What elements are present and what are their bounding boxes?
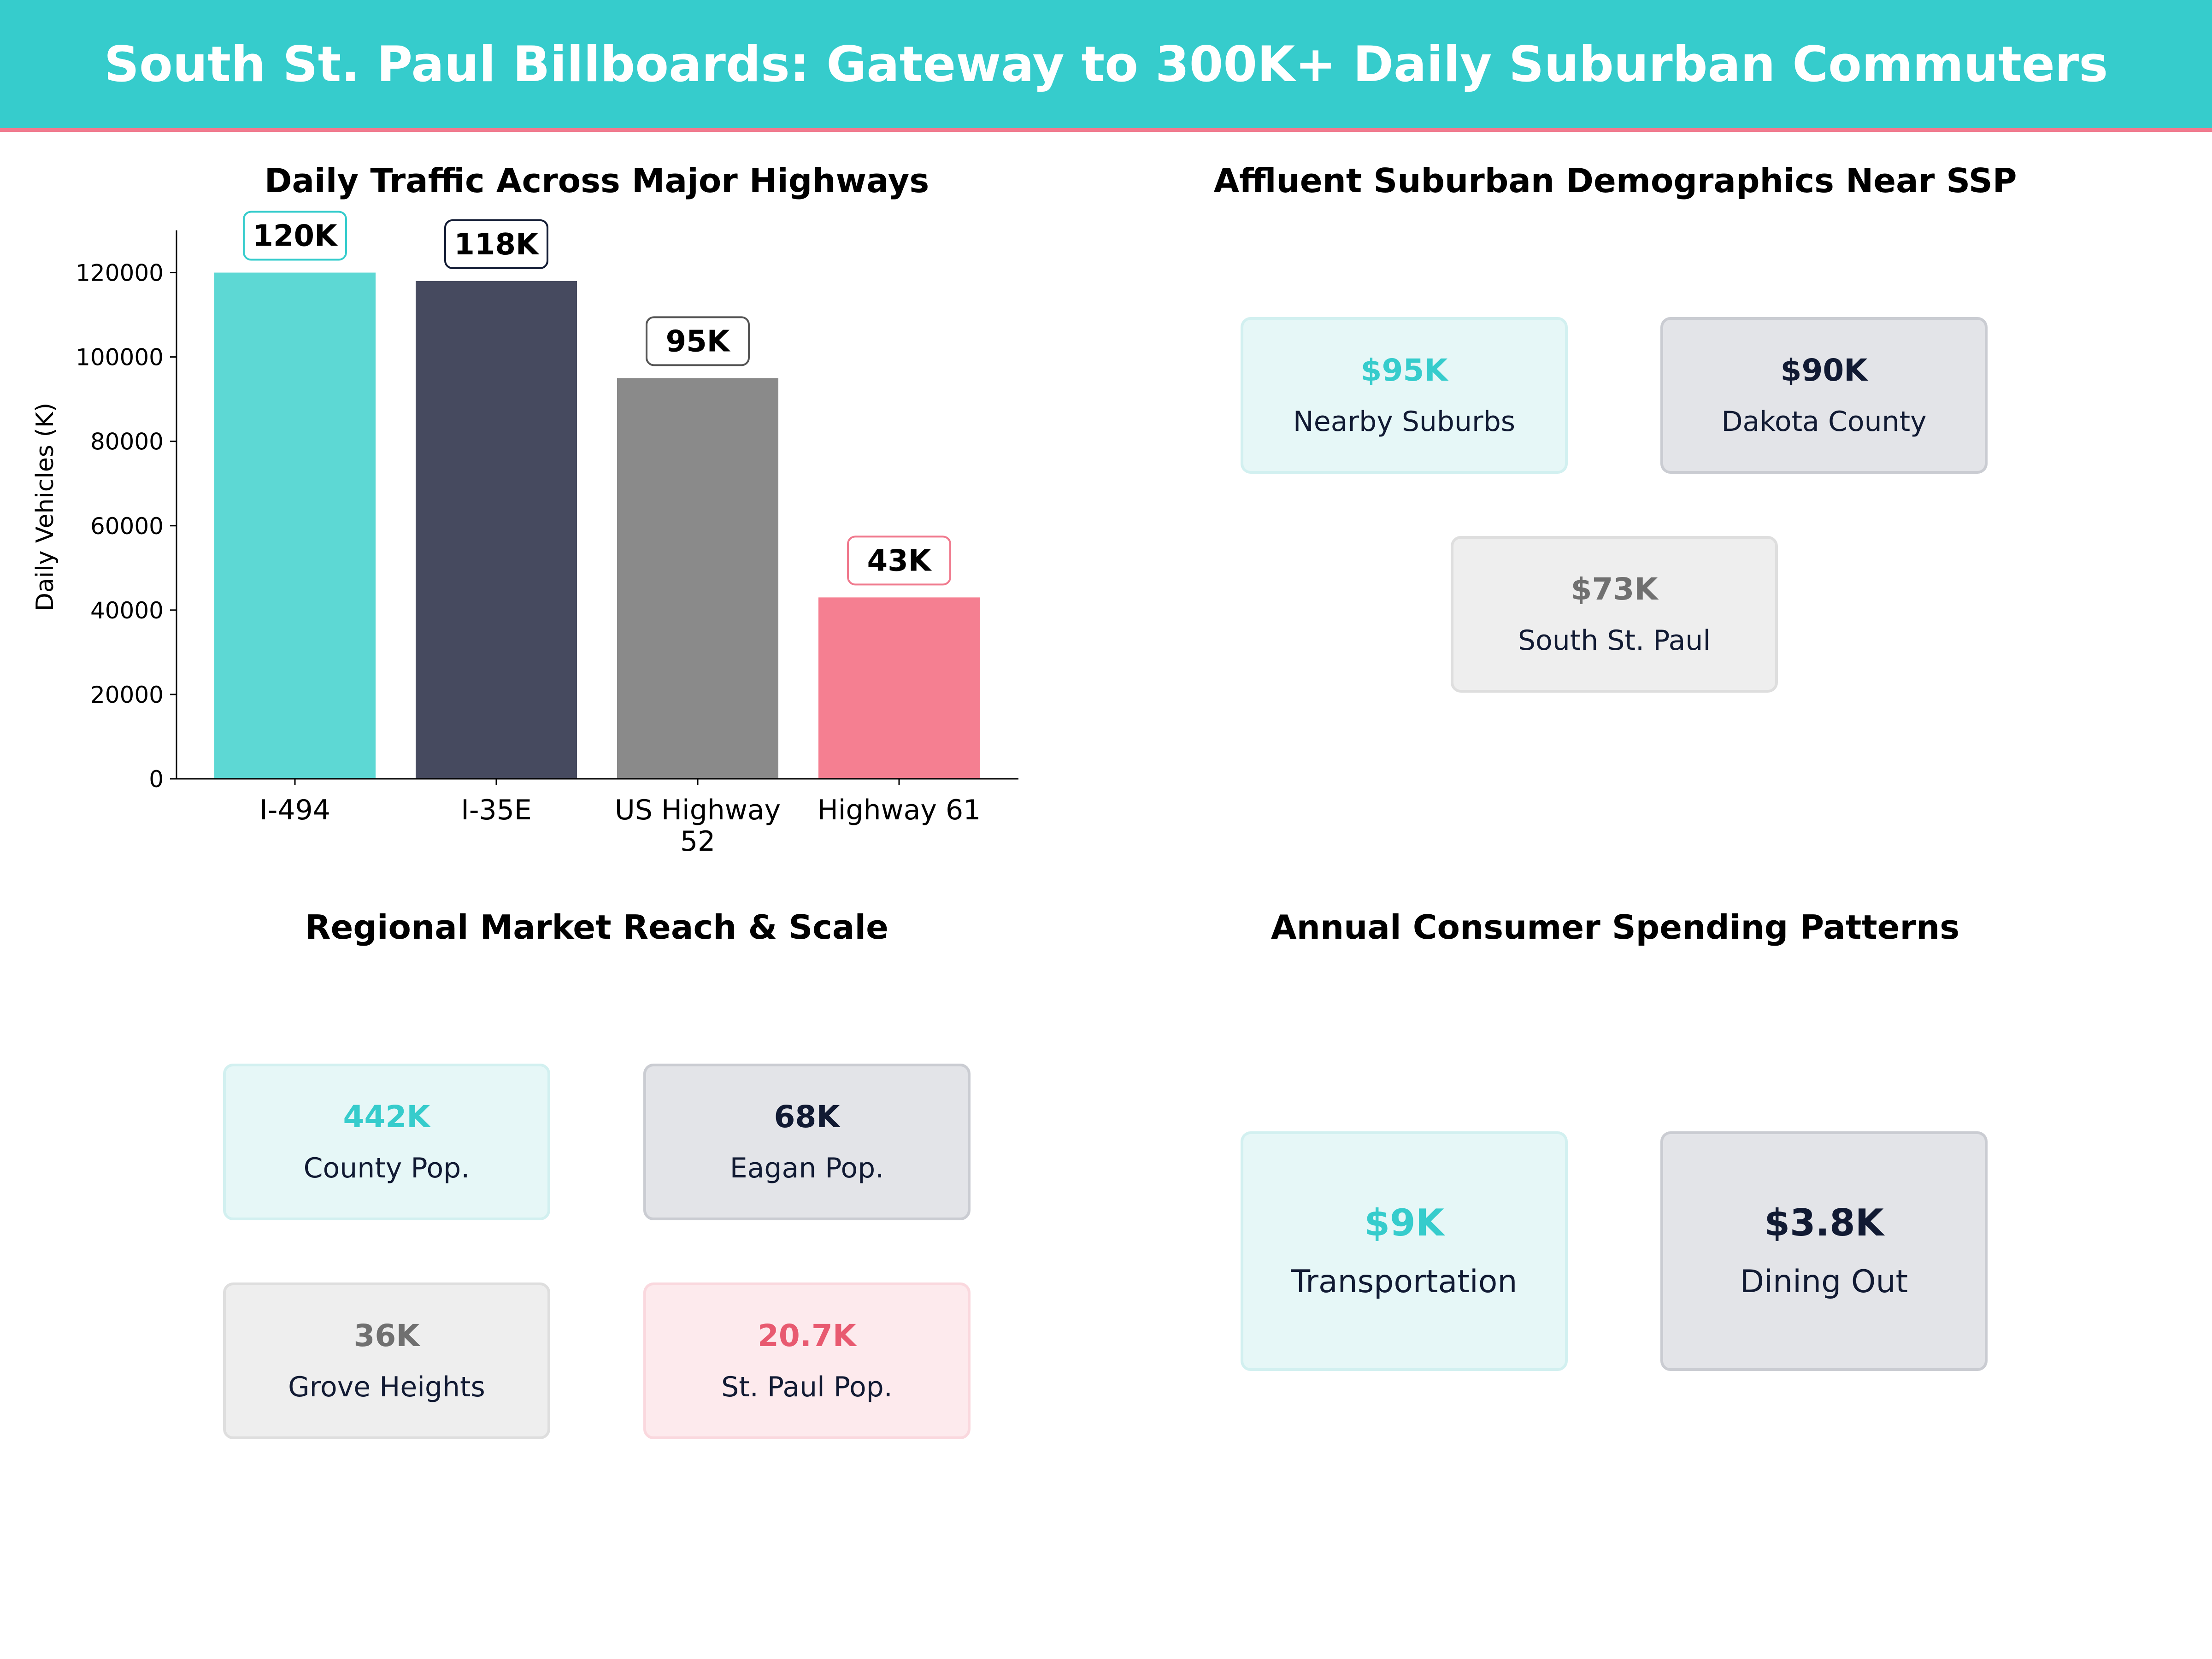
bar-us-highway-52 <box>617 378 778 779</box>
y-tick-label: 80000 <box>90 429 164 455</box>
data-label-box <box>646 316 750 366</box>
demographics-title: Affluent Suburban Demographics Near SSP <box>1213 161 2017 200</box>
spending-card-dining-out: $3.8K Dining Out <box>1660 1131 1988 1371</box>
reach-card-st-paul-pop: 20.7K St. Paul Pop. <box>643 1282 971 1439</box>
x-tick-label: Highway 61 <box>818 794 981 826</box>
data-label-box <box>243 211 347 261</box>
reach-card-county-pop: 442K County Pop. <box>223 1064 550 1220</box>
spending-card-transportation: $9K Transportation <box>1241 1131 1568 1371</box>
card-label: Dining Out <box>1740 1264 1908 1300</box>
y-tick-label: 40000 <box>90 597 164 624</box>
card-value: $3.8K <box>1764 1201 1884 1244</box>
data-label: 43K <box>867 544 932 578</box>
x-tick-label: US Highway <box>615 794 781 826</box>
card-label: St. Paul Pop. <box>721 1371 893 1403</box>
card-value: $90K <box>1780 353 1868 388</box>
data-label-box <box>847 535 951 586</box>
y-tick-label: 20000 <box>90 682 164 708</box>
card-value: 68K <box>774 1099 840 1135</box>
card-label: South St. Paul <box>1518 624 1711 657</box>
card-label: Transportation <box>1291 1264 1518 1300</box>
bar-i-35e <box>416 281 577 779</box>
x-tick-label: I-494 <box>259 794 330 826</box>
header-banner: South St. Paul Billboards: Gateway to 30… <box>0 0 2212 132</box>
x-tick-label: 52 <box>680 825 715 858</box>
card-value: 442K <box>343 1099 430 1135</box>
demographics-card-south-st-paul: $73K South St. Paul <box>1451 536 1778 693</box>
x-tick-label: I-35E <box>461 794 532 826</box>
card-label: Nearby Suburbs <box>1293 406 1516 438</box>
card-value: 20.7K <box>758 1318 856 1353</box>
reach-title: Regional Market Reach & Scale <box>305 908 888 947</box>
demographics-card-dakota-county: $90K Dakota County <box>1660 317 1988 474</box>
reach-card-grove-heights: 36K Grove Heights <box>223 1282 550 1439</box>
data-label-box <box>444 219 548 269</box>
spending-title: Annual Consumer Spending Patterns <box>1271 908 1960 947</box>
y-tick-label: 100000 <box>76 344 164 371</box>
traffic-chart-title: Daily Traffic Across Major Highways <box>264 161 930 200</box>
data-label: 95K <box>666 324 731 359</box>
y-tick-label: 0 <box>149 766 164 793</box>
bar-i-494 <box>214 272 376 779</box>
card-label: Eagan Pop. <box>729 1152 884 1184</box>
page-title: South St. Paul Billboards: Gateway to 30… <box>104 35 2108 93</box>
y-axis-label: Daily Vehicles (K) <box>31 403 59 611</box>
card-value: $9K <box>1364 1201 1444 1244</box>
card-value: $73K <box>1571 571 1658 607</box>
y-tick-label: 120000 <box>76 260 164 287</box>
card-label: County Pop. <box>303 1152 470 1184</box>
data-label: 120K <box>253 219 338 253</box>
demographics-card-nearby-suburbs: $95K Nearby Suburbs <box>1241 317 1568 474</box>
bar-highway-61 <box>818 597 980 779</box>
reach-card-eagan-pop: 68K Eagan Pop. <box>643 1064 971 1220</box>
card-label: Dakota County <box>1721 406 1927 438</box>
card-value: $95K <box>1360 353 1448 388</box>
y-tick-label: 60000 <box>90 513 164 540</box>
card-label: Grove Heights <box>288 1371 485 1403</box>
data-label: 118K <box>454 228 540 262</box>
card-value: 36K <box>353 1318 420 1353</box>
